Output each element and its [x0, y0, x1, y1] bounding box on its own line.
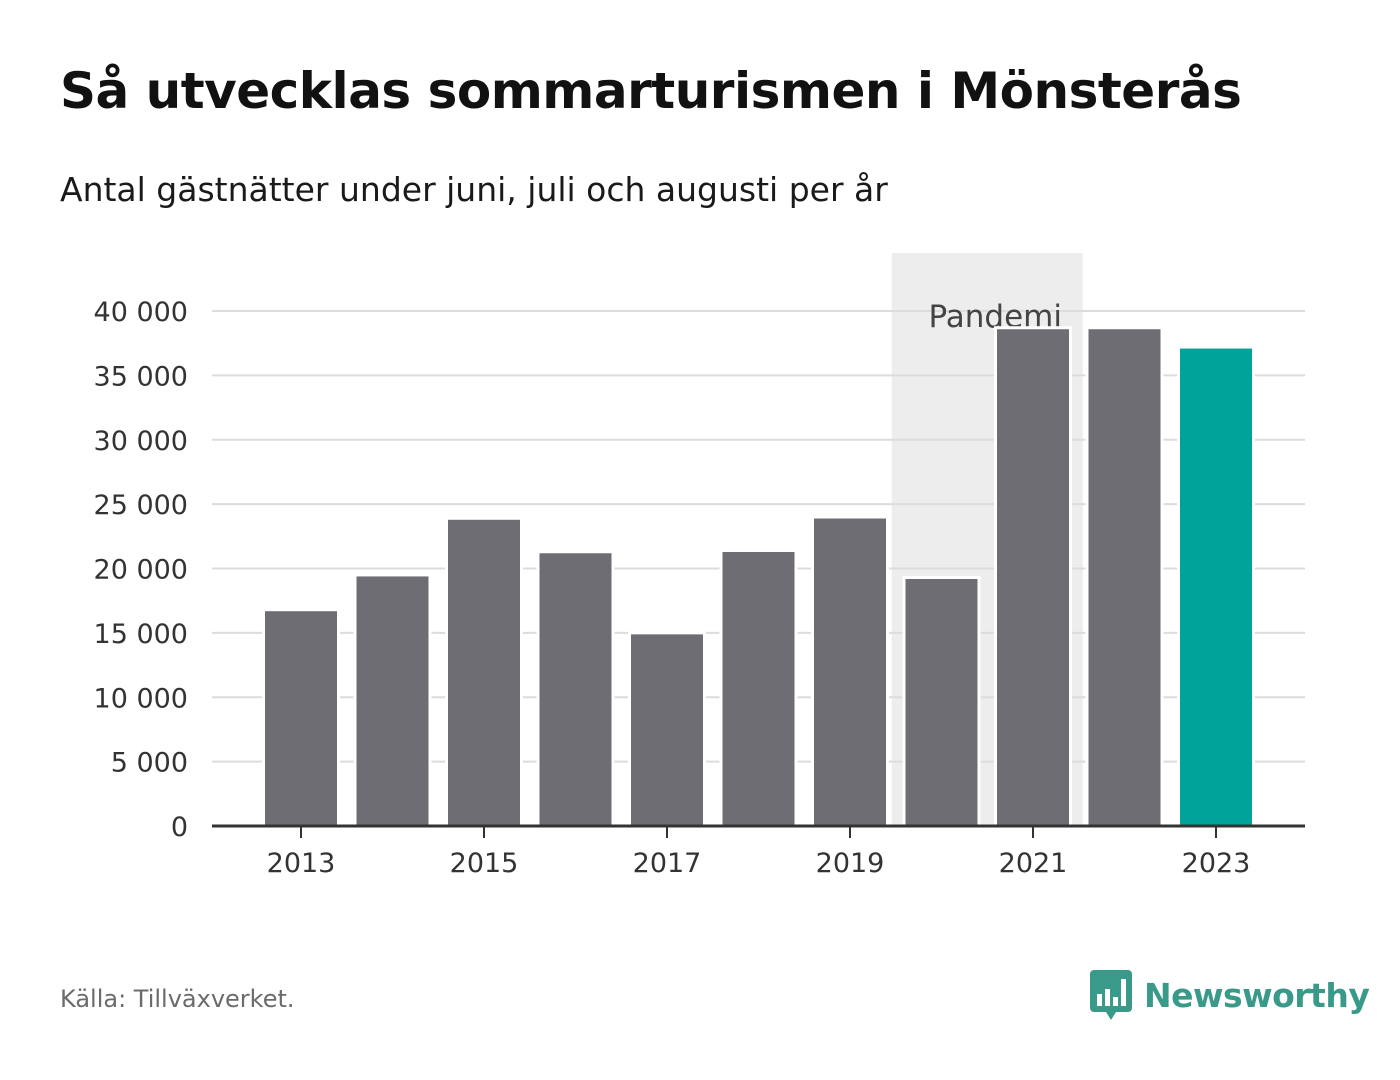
bar-2018	[719, 548, 798, 828]
y-tick-label: 40 000	[94, 297, 188, 328]
x-tick-label: 2021	[999, 848, 1068, 879]
y-tick-label: 25 000	[94, 490, 188, 521]
y-tick-label: 30 000	[94, 426, 188, 457]
x-tick-label: 2017	[633, 848, 702, 879]
bar-2013	[262, 608, 340, 828]
bar-2020	[902, 576, 981, 828]
bar-2017	[628, 631, 706, 828]
bar-2021	[994, 326, 1072, 828]
bar-2023	[1177, 345, 1255, 828]
bar-2014	[353, 573, 432, 828]
y-tick-label: 10 000	[94, 683, 188, 714]
source-note: Källa: Tillväxverket.	[60, 985, 295, 1013]
y-tick-label: 20 000	[94, 555, 188, 586]
x-tick-label: 2023	[1182, 848, 1251, 879]
x-tick-label: 2019	[816, 848, 885, 879]
bar-2016	[536, 550, 615, 828]
y-tick-label: 5 000	[111, 748, 188, 779]
bar-2022	[1085, 326, 1164, 828]
x-tick-label: 2013	[267, 848, 336, 879]
chart-title: Så utvecklas sommarturismen i Mönsterås	[60, 62, 1242, 120]
chart-subtitle: Antal gästnätter under juni, juli och au…	[60, 170, 888, 209]
y-tick-label: 0	[171, 812, 188, 843]
brand-name: Newsworthy	[1144, 975, 1370, 1015]
y-tick-label: 35 000	[94, 361, 188, 392]
bar-2019	[811, 515, 889, 828]
bar-2015	[445, 516, 523, 828]
y-tick-label: 15 000	[94, 619, 188, 650]
bar-chart-speech-bubble-icon	[1090, 970, 1132, 1020]
brand-logo: Newsworthy	[1090, 970, 1370, 1020]
x-tick-label: 2015	[450, 848, 519, 879]
